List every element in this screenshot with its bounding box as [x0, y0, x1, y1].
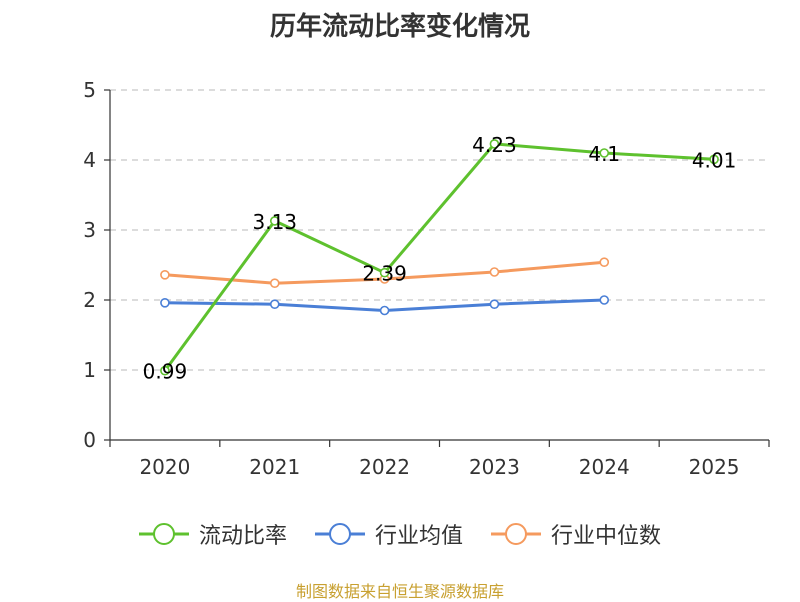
series-lines [160, 139, 719, 376]
data-point [379, 305, 390, 316]
legend-marker-icon [138, 523, 189, 545]
chart-title: 历年流动比率变化情况 [269, 12, 530, 42]
legend-item[interactable]: 行业中位数 [491, 518, 661, 550]
legend: 流动比率 行业均值 行业中位数 [0, 518, 800, 550]
data-point [160, 269, 170, 280]
legend-item[interactable]: 流动比率 [138, 518, 287, 550]
y-tick-label: 4 [83, 148, 96, 172]
data-point [160, 365, 170, 376]
x-tick-label: 2022 [359, 455, 410, 479]
y-tick-label: 0 [83, 428, 96, 452]
data-label: 4.23 [472, 133, 517, 157]
x-tick-label: 2020 [139, 455, 190, 479]
legend-label: 流动比率 [198, 524, 287, 549]
x-tick-label: 2024 [579, 455, 630, 479]
data-point [379, 267, 390, 278]
series-line [163, 142, 715, 372]
y-tick-label: 5 [83, 78, 96, 102]
x-tick-label: 2023 [469, 455, 520, 479]
data-point [160, 297, 170, 308]
data-label: 2.39 [362, 262, 407, 286]
data-point [489, 139, 500, 149]
data-point [489, 299, 500, 310]
legend-marker-icon [491, 523, 541, 545]
data-label: 4.1 [588, 142, 620, 166]
data-point [599, 295, 610, 305]
data-point [489, 267, 500, 277]
data-point [269, 299, 280, 310]
y-tick-label: 3 [83, 218, 96, 242]
axes: 0 1 2 3 4 5 2020 2021 2022 2023 2024 2025 [83, 78, 770, 479]
y-tick-label: 2 [83, 288, 96, 312]
data-point [709, 154, 719, 165]
data-label: 4.01 [692, 148, 737, 172]
data-label: 0.99 [143, 360, 188, 384]
x-tick-label: 2025 [689, 455, 740, 479]
data-labels: 0.99 3.13 2.39 4.23 4.1 4.01 [143, 133, 737, 384]
legend-item[interactable]: 行业均值 [314, 518, 463, 550]
data-point [269, 278, 280, 289]
legend-label: 行业中位数 [551, 524, 662, 549]
x-tick-label: 2021 [249, 455, 300, 479]
data-label: 3.13 [252, 210, 297, 234]
legend-label: 行业均值 [374, 524, 463, 549]
data-point [599, 257, 610, 268]
y-tick-label: 1 [83, 358, 96, 382]
data-point [269, 216, 280, 226]
legend-marker-icon [314, 523, 365, 545]
data-point [599, 148, 610, 158]
source-note: 制图数据来自恒生聚源数据库 [295, 582, 504, 601]
grid-lines [110, 89, 769, 371]
